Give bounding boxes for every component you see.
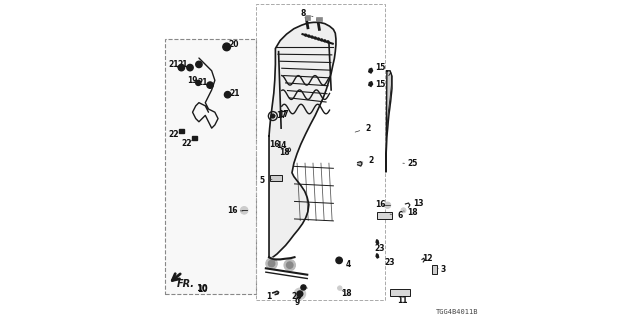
Circle shape [196, 80, 201, 85]
Bar [179, 129, 184, 132]
Text: 15: 15 [371, 63, 385, 72]
Text: 9: 9 [295, 298, 300, 307]
Circle shape [401, 208, 406, 213]
Polygon shape [369, 82, 372, 86]
Text: 21: 21 [168, 60, 179, 69]
Text: 16: 16 [269, 140, 284, 149]
Text: 22: 22 [168, 130, 179, 139]
Bar [377, 212, 392, 219]
Text: 3: 3 [438, 265, 446, 275]
Circle shape [268, 260, 275, 267]
Text: 15: 15 [371, 80, 385, 89]
Text: 18: 18 [341, 289, 351, 298]
Bar [305, 15, 310, 20]
Circle shape [337, 286, 342, 290]
Circle shape [308, 35, 310, 37]
Circle shape [207, 82, 213, 88]
Circle shape [385, 202, 391, 208]
Text: 18: 18 [278, 148, 289, 157]
Bar [192, 136, 197, 140]
Circle shape [305, 34, 307, 36]
Circle shape [187, 64, 193, 71]
Circle shape [271, 114, 275, 118]
Text: 10: 10 [197, 284, 207, 293]
Circle shape [266, 258, 277, 269]
Text: 20: 20 [228, 40, 239, 49]
Text: 17: 17 [272, 111, 287, 120]
Circle shape [314, 37, 316, 39]
Text: 16: 16 [227, 206, 243, 215]
Text: 22: 22 [182, 139, 192, 148]
Polygon shape [386, 71, 392, 172]
Bar [256, 4, 385, 300]
Text: 19: 19 [187, 76, 197, 85]
Polygon shape [376, 254, 379, 258]
Text: 8: 8 [301, 9, 313, 18]
Text: 21: 21 [198, 78, 208, 87]
Text: 16: 16 [375, 200, 386, 209]
Circle shape [294, 288, 306, 300]
Text: 1: 1 [266, 292, 278, 301]
Text: 10: 10 [196, 284, 208, 292]
Text: 5: 5 [259, 176, 272, 185]
Circle shape [321, 39, 323, 41]
Text: 12: 12 [422, 254, 433, 263]
Text: 4: 4 [340, 260, 351, 269]
Polygon shape [358, 162, 362, 166]
Text: 23: 23 [374, 244, 385, 253]
Text: 13: 13 [409, 198, 424, 207]
Circle shape [196, 61, 202, 68]
Circle shape [287, 262, 293, 268]
Polygon shape [269, 22, 336, 260]
Polygon shape [369, 68, 372, 73]
Circle shape [297, 291, 303, 297]
Text: 6: 6 [390, 211, 403, 220]
Text: 14: 14 [276, 141, 286, 150]
Text: 24: 24 [292, 292, 302, 301]
Circle shape [223, 43, 230, 51]
Text: 2: 2 [355, 124, 371, 132]
Text: 17: 17 [273, 110, 289, 119]
Text: 2: 2 [361, 156, 374, 164]
Text: 11: 11 [397, 296, 408, 305]
Text: 18: 18 [403, 208, 418, 217]
Bar [432, 265, 437, 274]
Circle shape [241, 206, 248, 214]
Circle shape [225, 92, 231, 98]
Text: FR.: FR. [177, 279, 195, 289]
Polygon shape [376, 240, 379, 244]
Circle shape [336, 257, 342, 264]
Text: TGG4B4011B: TGG4B4011B [436, 309, 479, 316]
Bar [390, 289, 410, 296]
Text: 21: 21 [177, 60, 188, 69]
Text: 23: 23 [384, 258, 395, 267]
Text: 21: 21 [229, 89, 240, 98]
Circle shape [311, 36, 313, 38]
Circle shape [284, 260, 296, 271]
Circle shape [317, 38, 319, 40]
Text: 25: 25 [403, 159, 417, 168]
Circle shape [301, 285, 306, 290]
Circle shape [178, 64, 184, 71]
Bar [269, 175, 282, 181]
Bar [166, 39, 256, 294]
Bar [316, 17, 322, 21]
Circle shape [327, 41, 329, 43]
Circle shape [324, 40, 326, 42]
